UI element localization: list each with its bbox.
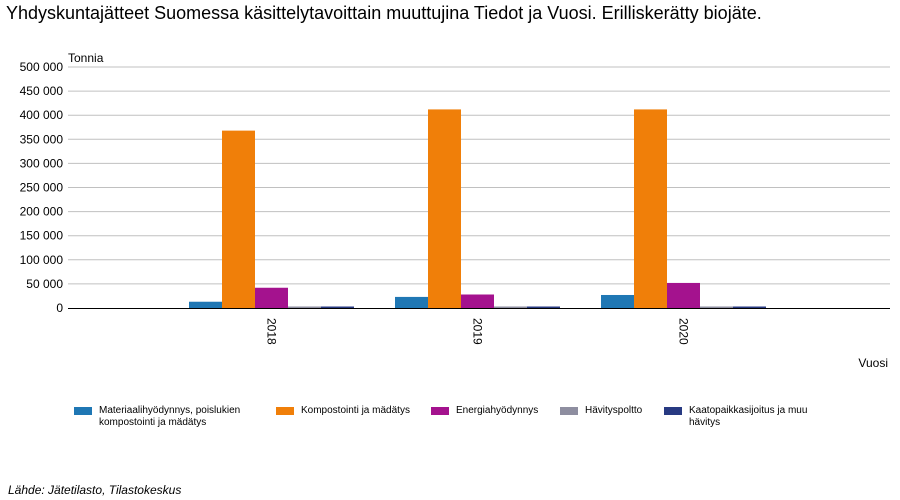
legend-item: Hävityspoltto (560, 405, 642, 417)
bar (527, 306, 560, 308)
bar (189, 301, 222, 308)
bar (461, 294, 494, 308)
bar (494, 306, 527, 308)
y-tick-label: 500 000 (20, 60, 64, 74)
y-tick-label: 450 000 (20, 84, 64, 98)
bar (255, 287, 288, 308)
bar (428, 109, 461, 308)
y-tick-label: 350 000 (20, 132, 64, 146)
y-tick-label: 200 000 (20, 205, 64, 219)
legend-label: Energiahyödynnys (456, 405, 539, 416)
legend-item: Kompostointi ja mädätys (276, 405, 410, 417)
y-tick-label: 150 000 (20, 229, 64, 243)
x-tick-label: 2020 (677, 318, 691, 345)
legend-label: Materiaalihyödynnys, poislukien kompostoi… (99, 405, 241, 428)
bar (395, 296, 428, 308)
bar (222, 130, 255, 308)
legend-item: Kaatopaikkasijoitus ja muu hävitys (664, 405, 807, 429)
chart-title: Yhdyskuntajätteet Suomessa käsittelytavo… (6, 3, 762, 23)
legend-swatch (664, 407, 682, 415)
bar (601, 294, 634, 308)
legend-label: Kaatopaikkasijoitus ja muu hävitys (689, 405, 808, 428)
legend-swatch (560, 407, 578, 415)
bar (321, 306, 354, 308)
source-note: Lähde: Jätetilasto, Tilastokeskus (8, 483, 182, 497)
x-tick-label: 2019 (471, 318, 485, 345)
legend-item: Energiahyödynnys (431, 405, 538, 417)
y-tick-label: 300 000 (20, 156, 64, 170)
legend-label: Kompostointi ja mädätys (301, 405, 410, 416)
y-tick-label: 400 000 (20, 108, 64, 122)
x-tick-label: 2018 (265, 318, 279, 345)
legend-swatch (74, 407, 92, 415)
y-axis-label: Tonnia (68, 51, 104, 65)
bar (288, 306, 321, 308)
bar (700, 306, 733, 308)
chart-legend: Materiaalihyödynnys, poislukien kompostoi… (74, 405, 894, 435)
bar (634, 109, 667, 308)
y-tick-label: 0 (56, 301, 63, 315)
x-axis-label: Vuosi (858, 356, 888, 370)
legend-swatch (431, 407, 449, 415)
y-tick-label: 250 000 (20, 181, 64, 195)
y-tick-label: 50 000 (26, 277, 63, 291)
y-tick-label: 100 000 (20, 253, 64, 267)
bar-chart: 0 50 000 100 000 150 000 200 000 250 000 300 0… (20, 51, 890, 370)
legend-swatch (276, 407, 294, 415)
bar (667, 282, 700, 308)
legend-label: Hävityspoltto (585, 405, 643, 416)
legend-item: Materiaalihyödynnys, poislukien kompostoi… (74, 405, 240, 429)
bar (733, 306, 766, 308)
